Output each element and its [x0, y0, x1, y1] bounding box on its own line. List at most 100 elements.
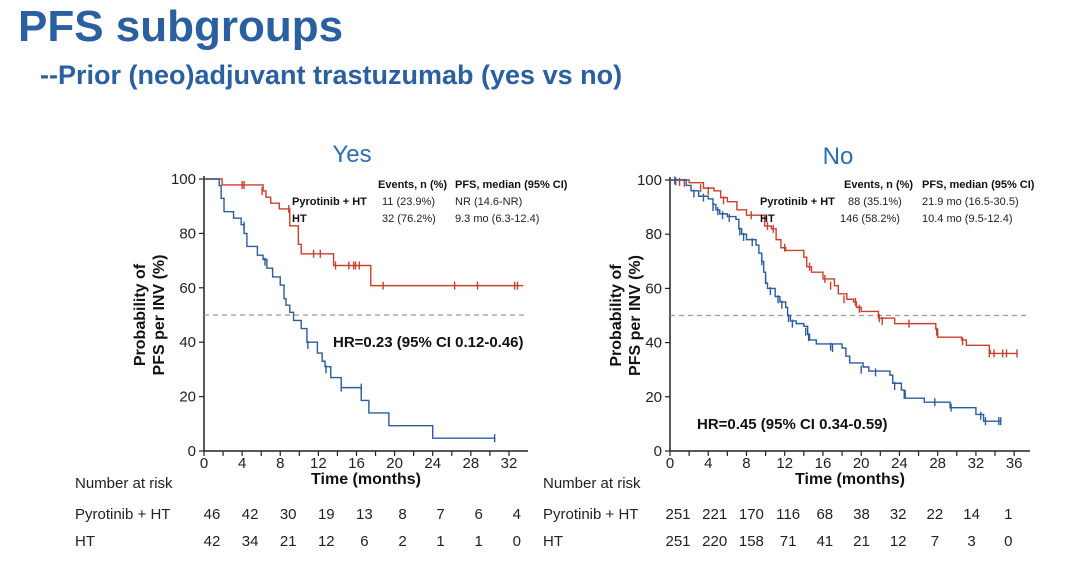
hazard-ratio-annotation: HR=0.23 (95% CI 0.12-0.46)	[333, 334, 524, 351]
risk-value: 42	[203, 533, 221, 550]
y-tick-label: 40	[179, 334, 196, 351]
legend-header-median: PFS, median (95% CI)	[922, 179, 1035, 191]
legend-header-median: PFS, median (95% CI)	[455, 179, 568, 191]
y-tick-label: 0	[654, 443, 662, 460]
risk-value: 2	[398, 533, 407, 550]
risk-value: 14	[963, 506, 980, 523]
legend-arm-name: HT	[760, 213, 775, 225]
x-tick-label: 32	[968, 455, 985, 472]
legend-median: 21.9 mo (16.5-30.5)	[922, 196, 1019, 208]
risk-value: 0	[512, 533, 521, 550]
x-tick-label: 16	[815, 455, 832, 472]
risk-value: 13	[356, 506, 373, 523]
x-tick-label: 4	[238, 455, 246, 472]
x-tick-label: 36	[1006, 455, 1023, 472]
legend-header-events: Events, n (%)	[844, 179, 913, 191]
y-tick-label: 20	[645, 389, 662, 406]
risk-value: 220	[702, 533, 728, 550]
risk-value: 12	[889, 533, 907, 550]
risk-value: 158	[738, 533, 764, 550]
risk-value: 34	[241, 533, 259, 550]
x-tick-label: 8	[276, 455, 284, 472]
risk-value: 41	[816, 533, 834, 550]
y-axis-label: Probability of PFS per INV (%)	[608, 255, 644, 376]
hazard-ratio-annotation: HR=0.45 (95% CI 0.34-0.59)	[697, 416, 888, 433]
km-panel-no: No 0 20 40 60 80 100 0 4 8 12 16 20 24 28 32 36 Time (mon…	[608, 143, 1035, 488]
risk-value: 4	[512, 506, 521, 523]
risk-value: 116	[776, 506, 801, 523]
legend-median: 9.3 mo (6.3-12.4)	[455, 213, 539, 225]
y-axis-label: Probability of PFS per INV (%)	[132, 255, 168, 376]
y-tick-label: 100	[637, 172, 662, 189]
risk-value: 1	[474, 533, 483, 550]
risk-value: 21	[853, 533, 870, 550]
risk-value: 6	[360, 533, 369, 550]
x-tick-label: 24	[424, 455, 441, 472]
y-axis-label-line1: Probability of	[132, 263, 149, 366]
panel-title: No	[823, 143, 854, 170]
risk-value: 7	[930, 533, 940, 550]
risk-value: 1	[1004, 506, 1013, 523]
y-axis-label-line2: PFS per INV (%)	[627, 255, 644, 376]
y-tick-label: 60	[645, 280, 662, 297]
y-tick-label: 0	[188, 443, 196, 460]
legend-arm-name: Pyrotinib + HT	[292, 196, 367, 208]
y-tick-label: 20	[179, 389, 196, 406]
y-axis-label-line1: Probability of	[608, 264, 625, 367]
legend-events: 146 (58.2%)	[840, 213, 900, 225]
risk-value: 32	[889, 506, 907, 523]
x-tick-label: 8	[742, 455, 750, 472]
x-tick-label: 16	[348, 455, 365, 472]
risk-value: 251	[665, 533, 691, 550]
risk-value: 19	[317, 506, 335, 523]
km-curve-pyrotinib-ht	[204, 178, 524, 287]
legend-events: 88 (35.1%)	[848, 196, 902, 208]
y-tick-label: 80	[645, 226, 662, 243]
x-tick-label: 24	[891, 455, 908, 472]
page-subtitle: --Prior (neo)adjuvant trastuzumab (yes v…	[40, 60, 623, 90]
risk-value: 0	[1004, 533, 1013, 550]
legend-median: 10.4 mo (9.5-12.4)	[922, 213, 1013, 225]
x-tick-label: 12	[776, 455, 793, 472]
risk-row-label: Pyrotinib + HT	[75, 506, 171, 523]
number-at-risk-label: Number at risk	[543, 475, 641, 492]
risk-row-label: Pyrotinib + HT	[543, 506, 639, 523]
x-tick-label: 20	[386, 455, 403, 472]
x-tick-label: 4	[704, 455, 712, 472]
risk-value: 3	[967, 533, 976, 550]
risk-value: 221	[702, 506, 728, 523]
risk-value: 7	[436, 506, 445, 523]
x-tick-label: 0	[666, 455, 674, 472]
risk-value: 30	[279, 506, 297, 523]
y-tick-label: 60	[179, 280, 196, 297]
risk-value: 8	[398, 506, 407, 523]
risk-value: 22	[926, 506, 944, 523]
risk-value: 6	[474, 506, 483, 523]
risk-value: 1	[436, 533, 445, 550]
x-tick-label: 0	[200, 455, 208, 472]
risk-value: 170	[738, 506, 764, 523]
x-tick-label: 28	[929, 455, 946, 472]
x-tick-label: 12	[310, 455, 327, 472]
legend-header-events: Events, n (%)	[378, 179, 447, 191]
y-axis-label-line2: PFS per INV (%)	[151, 255, 168, 376]
legend-arm-name: HT	[292, 213, 307, 225]
y-tick-label: 100	[171, 171, 196, 188]
panel-title: Yes	[332, 141, 371, 168]
risk-value: 71	[779, 533, 797, 550]
risk-row-label: HT	[543, 533, 563, 550]
risk-value: 38	[853, 506, 870, 523]
risk-value: 251	[665, 506, 691, 523]
legend-median: NR (14.6-NR)	[455, 196, 522, 208]
risk-value: 12	[317, 533, 335, 550]
risk-value: 68	[816, 506, 834, 523]
x-tick-label: 32	[501, 455, 518, 472]
legend-events: 32 (76.2%)	[382, 213, 436, 225]
km-curve-ht	[670, 179, 1001, 422]
risk-value: 42	[241, 506, 259, 523]
km-panel-yes: Yes 0 20 40 60 80 100 0 4 8 12 16 20 24 28 32 Time (mont…	[132, 141, 568, 488]
page-title: PFS subgroups	[18, 2, 344, 51]
risk-value: 21	[279, 533, 297, 550]
risk-row-label: HT	[75, 533, 95, 550]
